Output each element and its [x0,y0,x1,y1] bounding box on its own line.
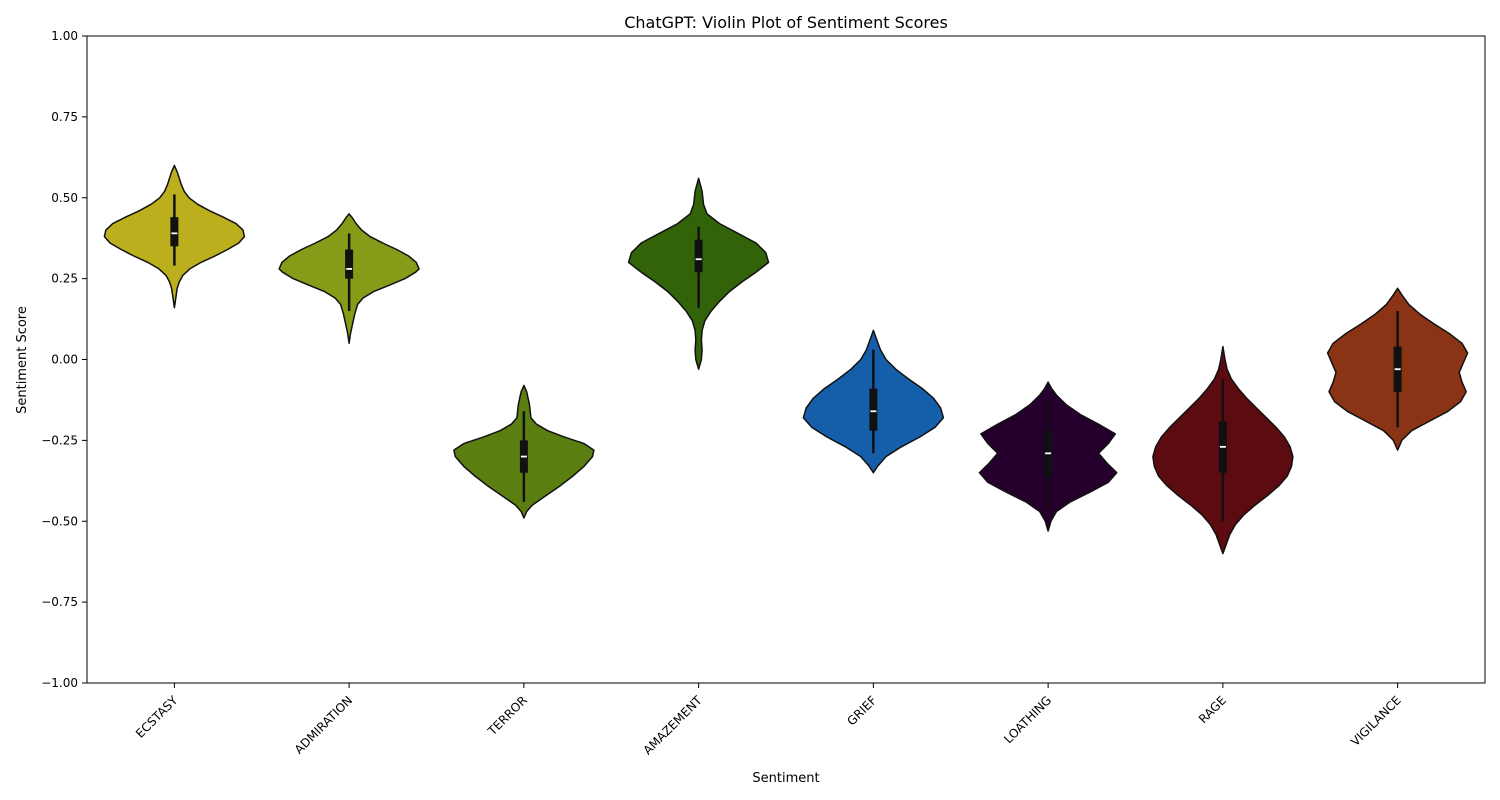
violin-iqr-box [345,249,354,279]
chart-title: ChatGPT: Violin Plot of Sentiment Scores [624,13,948,32]
y-tick-label: 0.25 [51,272,78,286]
y-tick-label: 0.00 [51,353,78,367]
y-tick-label: 1.00 [51,29,78,43]
violin-terror [453,384,595,519]
x-tick-label: AMAZEMENT [641,693,706,758]
y-axis: −1.00 −0.75 −0.50 −0.25 0.00 0.25 0.50 0.75 1.00 [41,29,87,690]
y-tick-label: −0.75 [41,595,78,609]
x-tick-label: ADMIRATION [292,693,355,756]
x-axis: ECSTASY ADMIRATION TERROR AMAZEMENT GRIEF LOA… [133,683,1404,757]
y-tick-label: 0.75 [51,110,78,124]
x-tick-label: VIGILANCE [1348,693,1404,749]
violin-amazement [627,177,770,370]
y-tick-label: −0.50 [41,514,78,528]
violin-admiration [278,213,420,345]
y-axis-label: Sentiment Score [15,306,30,414]
violin-rage [1152,345,1294,555]
x-tick-label: RAGE [1196,693,1229,726]
plot-frame [86,35,1486,684]
x-tick-label: ECSTASY [133,693,181,741]
x-axis-label: Sentiment [752,771,819,786]
x-tick-label: TERROR [484,693,530,739]
violin-iqr-box [170,217,179,247]
violin-grief [802,329,945,474]
y-tick-label: 0.50 [51,191,78,205]
violin-iqr-box [869,388,878,431]
y-tick-label: −1.00 [41,676,78,690]
violin-loathing [978,381,1118,532]
violin-ecstasy [103,164,246,309]
violins-layer [103,164,1469,555]
y-tick-label: −0.25 [41,433,78,447]
x-tick-label: LOATHING [1001,693,1054,746]
violin-iqr-box [694,239,703,273]
violin-vigilance [1326,287,1469,451]
x-tick-label: GRIEF [844,693,879,728]
